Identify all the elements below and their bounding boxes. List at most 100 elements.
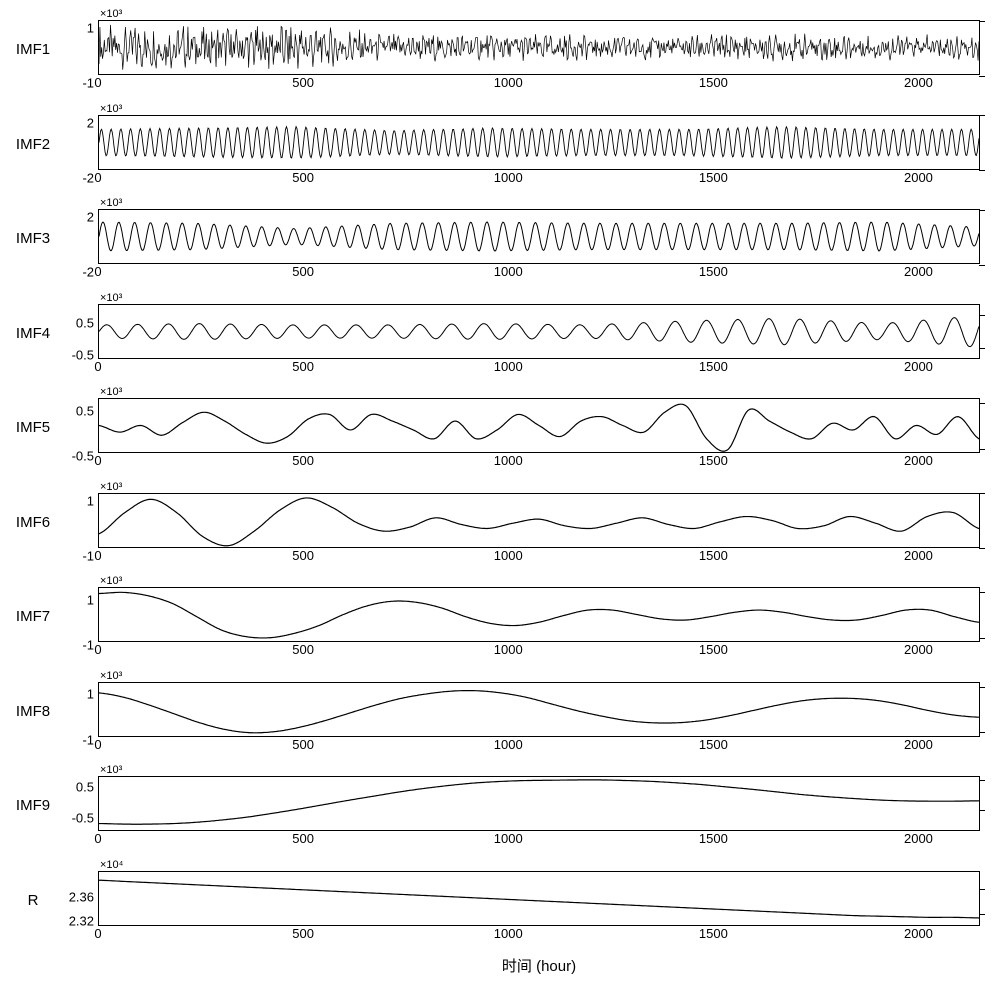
right-tick (979, 780, 985, 781)
plot-wrap: ×10³0500100015002000 (98, 764, 980, 847)
right-tick (979, 889, 985, 890)
ytick: -1 (82, 548, 94, 563)
plot-area (98, 115, 980, 170)
exponent-label: ×10⁴ (98, 859, 980, 871)
ylabel: IMF7 (8, 608, 58, 625)
xtick: 1500 (699, 926, 728, 941)
xtick: 1000 (494, 926, 523, 941)
ytick-column: -0.50.5 (58, 784, 98, 839)
xaxis-label-row: 时间 (hour) (8, 953, 980, 976)
ytick-column: 2.322.36 (58, 879, 98, 934)
xtick: 1000 (494, 831, 523, 846)
ytick: 0.5 (76, 403, 94, 418)
ytick: 0.5 (76, 315, 94, 330)
xtick: 2000 (904, 170, 933, 185)
ytick: -1 (82, 732, 94, 747)
plot-area (98, 776, 980, 831)
xtick: 1500 (699, 453, 728, 468)
plot-wrap: ×10³ 0500100015002000 (98, 481, 980, 564)
panel-imf8: IMF8-11×10³0500100015002000 (8, 670, 980, 753)
ytick: -1 (82, 638, 94, 653)
xtick: 0 (94, 75, 101, 90)
signal-line (99, 222, 979, 251)
ytick-column: -11 (58, 595, 98, 650)
xtick: 1500 (699, 642, 728, 657)
xtick: 0 (94, 642, 101, 657)
plot-area (98, 304, 980, 359)
plot-area (98, 587, 980, 642)
plot-wrap: ×10³0500100015002000 (98, 103, 980, 186)
ylabel: IMF2 (8, 136, 58, 153)
panel-imf6: IMF6-11×10³0500100015002000 (8, 481, 980, 564)
xtick: 2000 (904, 264, 933, 279)
panel-imf1: IMF1-11×10³0500100015002000 (8, 8, 980, 91)
xtick: 1500 (699, 737, 728, 752)
plot-area (98, 682, 980, 737)
ylabel: IMF4 (8, 325, 58, 342)
plot-area (98, 209, 980, 264)
panel-imf7: IMF7-11×10³ 0 500 1000 1500 2000 (8, 575, 980, 658)
ylabel: IMF5 (8, 419, 58, 436)
xtick: 1000 (494, 737, 523, 752)
ylabel: IMF1 (8, 41, 58, 58)
exponent-label: ×10³ (98, 8, 980, 20)
exponent-label: ×10³ (98, 575, 980, 587)
ytick-column: -1 1 (58, 690, 98, 745)
xtick: 0 (94, 453, 101, 468)
xtick: 0 (94, 170, 101, 185)
ylabel: IMF6 (8, 514, 58, 531)
ytick-column: -0.50.5 (58, 406, 98, 461)
xtick: 500 (292, 926, 314, 941)
xtick-row: 0500100015002000 (98, 642, 980, 658)
xtick-row: 0500100015002000 (98, 548, 980, 564)
signal-line (99, 404, 979, 451)
ytick: 2.36 (69, 889, 94, 904)
signal-line (99, 690, 979, 732)
signal-line (99, 592, 979, 638)
signal-line (99, 25, 979, 70)
xtick: 0 (94, 831, 101, 846)
exponent-label: ×10³ (98, 481, 980, 493)
xtick: 2000 (904, 926, 933, 941)
exponent-label: ×10³ (98, 197, 980, 209)
right-tick (979, 493, 985, 494)
xtick: 500 (292, 642, 314, 657)
ylabel: IMF8 (8, 703, 58, 720)
right-tick (979, 449, 985, 450)
right-tick (979, 810, 985, 811)
xtick: 1500 (699, 359, 728, 374)
right-tick (979, 914, 985, 915)
right-tick (979, 348, 985, 349)
exponent-label: ×10³ (98, 670, 980, 682)
xtick-row: 0500100015002000 (98, 926, 980, 942)
signal-line (99, 780, 979, 824)
plot-wrap: ×10³0500100015002000 (98, 575, 980, 658)
small-multiples-container: IMF1-11×10³0500100015002000IMF2-22×10³05… (8, 8, 980, 976)
plot-wrap: ×10³0500100015002000 (98, 8, 980, 91)
xtick: 2000 (904, 642, 933, 657)
xtick: 2000 (904, 359, 933, 374)
xtick: 2000 (904, 831, 933, 846)
xtick: 500 (292, 831, 314, 846)
xtick: 0 (94, 264, 101, 279)
ytick: 1 (87, 687, 94, 702)
panel-r: R2.322.36×10⁴0500100015002000 (8, 859, 980, 942)
right-tick (979, 638, 985, 639)
xtick: 1000 (494, 453, 523, 468)
ylabel: IMF3 (8, 230, 58, 247)
right-tick (979, 210, 985, 211)
ylabel: IMF9 (8, 797, 58, 814)
ylabel: R (8, 892, 58, 909)
panel-imf5: IMF5-0.50.5×10³0500100015002000 (8, 386, 980, 469)
ytick-column: -0.50.5 (58, 312, 98, 367)
right-tick (979, 315, 985, 316)
xtick-row: 0500100015002000 (98, 453, 980, 469)
ytick-column: -11 (58, 28, 98, 83)
plot-area (98, 493, 980, 548)
xtick: 500 (292, 453, 314, 468)
xtick-row: 0500100015002000 (98, 170, 980, 186)
xtick: 0 (94, 359, 101, 374)
xtick: 1000 (494, 642, 523, 657)
xtick: 500 (292, 737, 314, 752)
xtick-row: 0500100015002000 (98, 831, 980, 847)
